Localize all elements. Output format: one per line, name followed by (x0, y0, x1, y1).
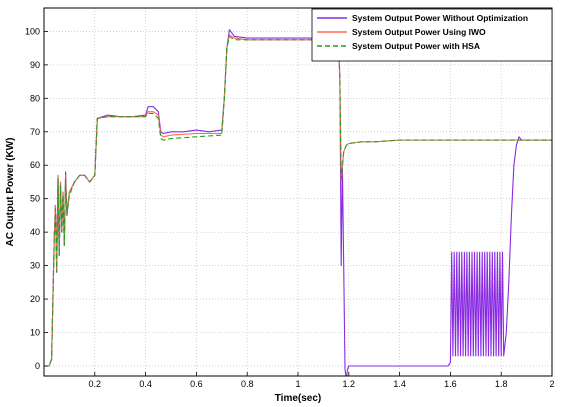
y-tick-label: 50 (30, 194, 40, 204)
x-tick-label: 1.4 (393, 379, 406, 389)
legend-label: System Output Power Without Optimization (352, 13, 528, 23)
x-tick-label: 0.4 (139, 379, 152, 389)
y-axis-ticks: 0 10 20 30 40 50 60 70 80 90 100 (25, 26, 48, 371)
y-tick-label: 70 (30, 127, 40, 137)
y-tick-label: 10 (30, 328, 40, 338)
legend-label: System Output Power Using IWO (352, 27, 486, 37)
y-axis-label: AC Output Power (KW) (5, 138, 16, 247)
legend: System Output Power Without Optimization… (311, 8, 553, 62)
y-tick-label: 60 (30, 160, 40, 170)
x-tick-label: 1.8 (495, 379, 508, 389)
x-tick-label: 1 (295, 379, 300, 389)
x-tick-label: 0.2 (89, 379, 102, 389)
y-tick-label: 30 (30, 261, 40, 271)
y-tick-label: 80 (30, 93, 40, 103)
y-tick-label: 90 (30, 60, 40, 70)
x-axis-label: Time(sec) (275, 393, 322, 404)
x-tick-label: 2 (549, 379, 554, 389)
x-tick-label: 1.2 (343, 379, 356, 389)
series-group (44, 29, 552, 376)
x-axis-ticks: 0.2 0.4 0.6 0.8 1 1.2 1.4 1.6 1.8 2 (89, 372, 555, 389)
y-tick-label: 100 (25, 26, 40, 36)
grid (44, 8, 553, 376)
x-tick-label: 1.6 (444, 379, 457, 389)
y-tick-label: 0 (35, 361, 40, 371)
legend-label: System Output Power with HSA (352, 41, 480, 51)
series-line-2 (44, 35, 552, 367)
legend-box (311, 8, 553, 62)
y-tick-label: 20 (30, 294, 40, 304)
y-tick-label: 40 (30, 227, 40, 237)
x-tick-label: 0.8 (241, 379, 254, 389)
x-tick-label: 0.6 (190, 379, 203, 389)
